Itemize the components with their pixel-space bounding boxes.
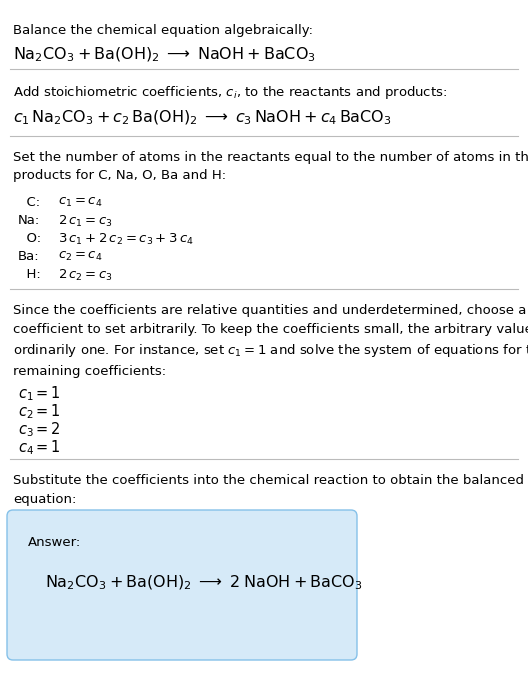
Text: $c_2 = 1$: $c_2 = 1$ xyxy=(18,402,61,421)
Text: $2\,c_2 = c_3$: $2\,c_2 = c_3$ xyxy=(58,268,113,283)
Text: $\mathrm{Na_2CO_3 + Ba(OH)_2 \;\longrightarrow\; NaOH + BaCO_3}$: $\mathrm{Na_2CO_3 + Ba(OH)_2 \;\longrigh… xyxy=(13,46,316,65)
Text: Set the number of atoms in the reactants equal to the number of atoms in the
pro: Set the number of atoms in the reactants… xyxy=(13,151,528,183)
Text: $c_4 = 1$: $c_4 = 1$ xyxy=(18,438,61,457)
Text: $c_1 = c_4$: $c_1 = c_4$ xyxy=(58,196,102,209)
Text: H:: H: xyxy=(18,268,41,281)
Text: $3\,c_1 + 2\,c_2 = c_3 + 3\,c_4$: $3\,c_1 + 2\,c_2 = c_3 + 3\,c_4$ xyxy=(58,232,194,247)
Text: Add stoichiometric coefficients, $c_i$, to the reactants and products:: Add stoichiometric coefficients, $c_i$, … xyxy=(13,84,447,101)
Text: $c_2 = c_4$: $c_2 = c_4$ xyxy=(58,250,102,263)
Text: Balance the chemical equation algebraically:: Balance the chemical equation algebraica… xyxy=(13,24,313,37)
Text: $c_1 = 1$: $c_1 = 1$ xyxy=(18,384,61,402)
Text: $\mathrm{Na_2CO_3 + Ba(OH)_2 \;\longrightarrow\; 2\;NaOH + BaCO_3}$: $\mathrm{Na_2CO_3 + Ba(OH)_2 \;\longrigh… xyxy=(45,574,363,592)
Text: Answer:: Answer: xyxy=(28,536,81,549)
FancyBboxPatch shape xyxy=(7,510,357,660)
Text: $c_3 = 2$: $c_3 = 2$ xyxy=(18,420,61,439)
Text: Ba:: Ba: xyxy=(18,250,40,263)
Text: $2\,c_1 = c_3$: $2\,c_1 = c_3$ xyxy=(58,214,113,229)
Text: Na:: Na: xyxy=(18,214,40,227)
Text: Since the coefficients are relative quantities and underdetermined, choose a
coe: Since the coefficients are relative quan… xyxy=(13,304,528,377)
Text: O:: O: xyxy=(18,232,41,245)
Text: C:: C: xyxy=(18,196,40,209)
Text: $c_1\,\mathrm{Na_2CO_3} + c_2\,\mathrm{Ba(OH)_2} \;\longrightarrow\; c_3\,\mathr: $c_1\,\mathrm{Na_2CO_3} + c_2\,\mathrm{B… xyxy=(13,109,392,127)
Text: Substitute the coefficients into the chemical reaction to obtain the balanced
eq: Substitute the coefficients into the che… xyxy=(13,474,524,506)
